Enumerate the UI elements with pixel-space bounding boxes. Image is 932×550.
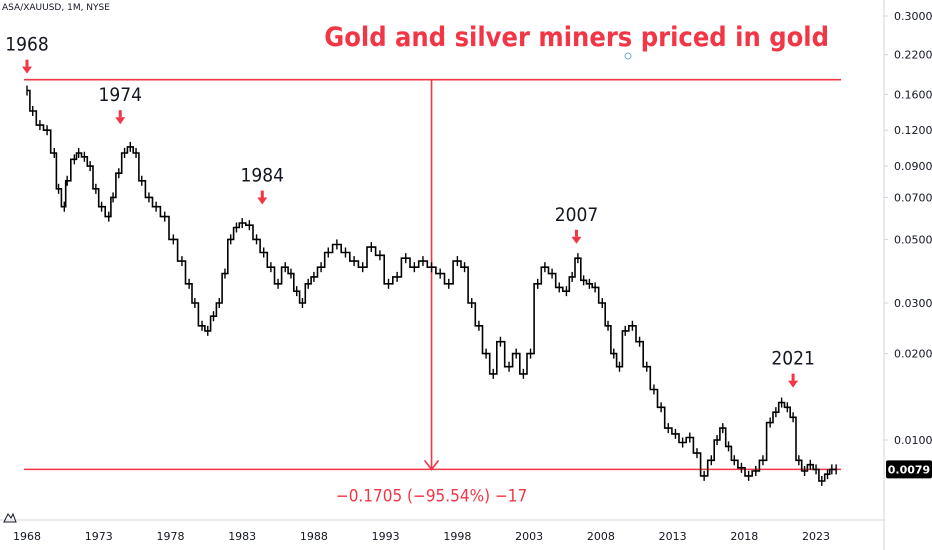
cursor-marker-icon	[624, 52, 632, 60]
y-tick-label: 0.2200	[894, 49, 932, 62]
x-tick-label: 2008	[587, 530, 615, 543]
price-range-measure[interactable]: −0.1705 (−95.54%) −17	[24, 78, 841, 507]
annotation-arrow-shaft	[791, 373, 795, 381]
series-layer	[26, 85, 837, 486]
annotation-label: 2021	[771, 348, 815, 370]
annotation-arrow-shaft	[260, 190, 264, 198]
y-tick-label: 0.0100	[894, 434, 932, 447]
x-tick-label: 1978	[156, 530, 184, 543]
annotation-arrow-icon	[22, 66, 32, 74]
x-tick-label: 1968	[13, 530, 41, 543]
annotation-label: 1974	[99, 84, 143, 106]
x-tick-label: 1973	[85, 530, 113, 543]
price-axis[interactable]: 0.3000 0.2200 0.1600 0.1200 0.0900 0.0700 0.05…	[884, 10, 932, 447]
annotation-arrow-icon	[788, 380, 799, 388]
last-price-badge	[886, 460, 932, 479]
x-tick-label: 2013	[659, 530, 687, 543]
annotation-arrow-shaft	[574, 229, 578, 237]
annotation-label: 1968	[5, 34, 49, 56]
y-tick-label: 0.0200	[894, 348, 932, 361]
annotation-arrow-icon	[571, 236, 582, 244]
y-tick-label: 0.0500	[894, 233, 932, 246]
x-tick-label: 2018	[730, 530, 758, 543]
time-axis[interactable]: 1968 1973 1978 1983 1988 1993 1998 2003 2008 2013…	[13, 530, 830, 543]
y-tick-label: 0.1600	[894, 88, 932, 101]
y-tick-label: 0.0300	[894, 297, 932, 310]
chart-title: Gold and silver miners priced in gold	[324, 22, 829, 53]
annotation-arrow-shaft	[25, 59, 29, 67]
measure-arrow-icon	[423, 459, 440, 471]
symbol-label: ASA/XAUUSD, 1M, NYSE	[2, 3, 110, 13]
annotation-arrow-icon	[257, 197, 268, 205]
last-price-marker: 0.0079	[886, 460, 932, 479]
annotation-arrow-icon	[115, 117, 126, 125]
x-tick-label: 2003	[515, 530, 543, 543]
x-tick-label: 2023	[802, 530, 830, 543]
x-tick-label: 1988	[300, 530, 328, 543]
y-tick-label: 0.0700	[894, 191, 932, 204]
series-line	[27, 89, 837, 482]
tradingview-logo-icon	[3, 512, 17, 523]
x-tick-label: 1998	[443, 530, 471, 543]
last-price-label: 0.0079	[888, 463, 930, 476]
x-tick-label: 1983	[228, 530, 256, 543]
annotation-label: 1984	[241, 165, 285, 187]
x-tick-label: 1993	[372, 530, 400, 543]
y-tick-label: 0.0900	[894, 160, 932, 173]
y-tick-label: 0.1200	[894, 124, 932, 137]
measure-label: −0.1705 (−95.54%) −17	[336, 486, 527, 506]
annotation-layer: 1968 1974 1984 2007 2021	[5, 34, 815, 388]
annotation-label: 2007	[555, 204, 599, 226]
y-tick-label: 0.3000	[894, 10, 932, 23]
annotation-arrow-shaft	[118, 110, 122, 118]
